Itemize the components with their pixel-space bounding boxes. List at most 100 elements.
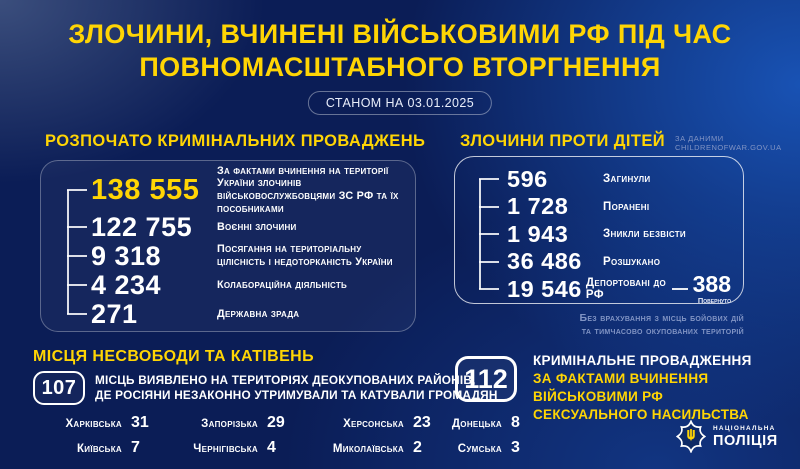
bracket-tick: [67, 313, 87, 315]
children-rows: 596 Загинули 1 728 Поранені 1 943 Зникли…: [455, 157, 743, 305]
detention-description: МІСЦЬ ВИЯВЛЕНО НА ТЕРИТОРІЯХ ДЕОКУПОВАНИ…: [95, 373, 498, 403]
bracket-rail: [67, 190, 69, 314]
region-name: Донецька: [451, 418, 502, 430]
stat-value: 1 728: [507, 193, 569, 219]
region-name: Київська: [76, 443, 122, 455]
region-name: Сумська: [457, 443, 502, 455]
region-stat: Чернігівська 4: [165, 439, 291, 457]
stat-row: 36 486 Розшукано: [479, 248, 731, 275]
substat-label: Повернуто: [697, 296, 731, 306]
stat-label: Розшукано: [603, 255, 661, 268]
stat-value: 36 486: [507, 248, 582, 274]
children-heading: ЗЛОЧИНИ ПРОТИ ДІТЕЙ: [460, 132, 666, 150]
stat-row: 1 943 Зникли безвісти: [479, 221, 731, 247]
date-badge: СТАНОМ НА 03.01.2025: [307, 91, 493, 115]
stat-label: Посягання на територіальну цілісність і …: [217, 243, 393, 268]
page-title: ЗЛОЧИНИ, ВЧИНЕНІ ВІЙСЬКОВИМИ РФ ПІД ЧАС …: [0, 18, 800, 84]
stat-value: 19 546: [507, 275, 582, 302]
national-police-logo: НАЦІОНАЛЬНА ПОЛІЦІЯ: [676, 420, 778, 453]
stat-label: Колабораційна діяльність: [217, 278, 348, 291]
bracket-tick: [67, 226, 87, 228]
stat-value: 271: [91, 298, 138, 329]
region-stat: Херсонська 23: [301, 414, 437, 432]
children-card: 596 Загинули 1 728 Поранені 1 943 Зникли…: [454, 156, 744, 304]
bracket-tick: [67, 255, 87, 257]
stat-label: Депортовані до РФ: [585, 277, 667, 301]
connector-dash: [671, 288, 688, 290]
region-stat: Сумська 3: [447, 439, 535, 457]
detention-description-line2: ДЕ РОСІЯНИ НЕЗАКОННО УТРИМУВАЛИ ТА КАТУВ…: [95, 388, 498, 402]
sexual-violence-line3: ВІЙСЬКОВИМИ РФ: [533, 389, 664, 404]
bracket-tick: [479, 205, 499, 208]
bracket-tick: [479, 260, 499, 263]
region-stat: Харківська 31: [33, 414, 155, 432]
returned-substat: 388 Повернуто: [693, 273, 731, 305]
stat-value: 596: [507, 165, 548, 192]
police-logo-line2: ПОЛІЦІЯ: [713, 432, 778, 449]
proceedings-card: 138 555 За фактами вчинення на території…: [40, 160, 416, 332]
police-logo-text: НАЦІОНАЛЬНА ПОЛІЦІЯ: [713, 425, 778, 449]
region-name: Чернігівська: [193, 443, 258, 455]
region-stat: Донецька 8: [447, 414, 535, 432]
stat-label: Воєнні злочини: [217, 220, 297, 233]
region-name: Харківська: [65, 418, 122, 430]
region-value: 3: [511, 439, 520, 456]
bracket-tick: [479, 233, 499, 235]
stat-row: 596 Загинули: [479, 166, 731, 192]
stat-value: 1 943: [507, 220, 569, 247]
children-heading-row: ЗЛОЧИНИ ПРОТИ ДІТЕЙ ЗА ДАНИМИ CHILDRENOF…: [460, 132, 782, 152]
substat-value: 388: [692, 271, 731, 298]
region-value: 2: [413, 439, 422, 456]
sexual-violence-count-badge: 112: [455, 356, 517, 402]
children-footnote-line1: Без врахування з місць бойових дій: [579, 312, 744, 324]
police-badge-icon: [676, 420, 706, 453]
region-stat: Запорізька 29: [165, 414, 291, 432]
detention-description-line1: МІСЦЬ ВИЯВЛЕНО НА ТЕРИТОРІЯХ ДЕОКУПОВАНИ…: [95, 373, 476, 387]
stat-row: 4 234 Колабораційна діяльність: [67, 269, 401, 300]
bracket-tick: [479, 178, 499, 180]
stat-label: За фактами вчинення на території України…: [217, 164, 399, 215]
region-stat: Миколаївська 2: [301, 439, 437, 457]
region-value: 31: [131, 414, 149, 431]
page-title-line1: ЗЛОЧИНИ, ВЧИНЕНІ ВІЙСЬКОВИМИ РФ ПІД ЧАС: [68, 19, 732, 49]
sexual-violence-line4: СЕКСУАЛЬНОГО НАСИЛЬСТВА: [533, 407, 749, 422]
detention-count-badge: 107: [33, 371, 85, 405]
region-value: 7: [131, 439, 140, 456]
stat-value: 138 555: [91, 173, 200, 206]
stat-label: Державна зрада: [217, 307, 300, 320]
data-source-note: ЗА ДАНИМИ CHILDRENOFWAR.GOV.UA: [675, 132, 782, 152]
stat-label: Поранені: [603, 200, 650, 213]
sexual-violence-text: КРИМІНАЛЬНЕ ПРОВАДЖЕННЯ ЗА ФАКТАМИ ВЧИНЕ…: [533, 352, 773, 424]
region-value: 29: [267, 414, 285, 431]
children-footnote-line2: та тимчасово окупованих територій: [581, 324, 744, 337]
data-source-line1: ЗА ДАНИМИ: [675, 134, 724, 143]
detention-summary: 107 МІСЦЬ ВИЯВЛЕНО НА ТЕРИТОРІЯХ ДЕОКУПО…: [33, 371, 498, 405]
stat-row: 122 755 Воєнні злочини: [67, 211, 401, 242]
stat-row: 19 546 Депортовані до РФ 388 Повернуто: [479, 273, 731, 305]
stat-row: 138 555 За фактами вчинення на території…: [67, 165, 401, 215]
region-value: 23: [413, 414, 431, 431]
stat-label: Зникли безвісти: [603, 228, 686, 240]
regions-grid: Харківська 31 Запорізька 29 Херсонська 2…: [33, 414, 535, 457]
proceedings-heading: РОЗПОЧАТО КРИМІНАЛЬНИХ ПРОВАДЖЕНЬ: [45, 132, 426, 150]
page-title-line2: ПОВНОМАСШТАБНОГО ВТОРГНЕННЯ: [139, 52, 661, 82]
stat-label: Загинули: [603, 173, 651, 185]
children-footnote: Без врахування з місць бойових дій та ти…: [454, 312, 744, 337]
region-value: 8: [511, 414, 520, 431]
sexual-violence-line2: ЗА ФАКТАМИ ВЧИНЕННЯ: [533, 371, 709, 386]
stat-value: 122 755: [91, 211, 193, 242]
stat-row: 9 318 Посягання на територіальну цілісні…: [67, 241, 401, 271]
bracket-tick: [479, 288, 499, 290]
stat-row: 271 Державна зрада: [67, 298, 401, 329]
police-logo-line1: НАЦІОНАЛЬНА: [713, 424, 776, 432]
region-name: Миколаївська: [332, 443, 404, 455]
proceedings-rows: 138 555 За фактами вчинення на території…: [41, 161, 415, 331]
stat-row: 1 728 Поранені: [479, 193, 731, 220]
bracket-tick: [67, 284, 87, 286]
region-value: 4: [267, 439, 276, 456]
stat-value: 4 234: [91, 269, 162, 300]
sexual-violence-line1: КРИМІНАЛЬНЕ ПРОВАДЖЕННЯ: [533, 353, 752, 368]
data-source-line2: CHILDRENOFWAR.GOV.UA: [675, 143, 782, 152]
bracket-tick: [67, 189, 87, 191]
